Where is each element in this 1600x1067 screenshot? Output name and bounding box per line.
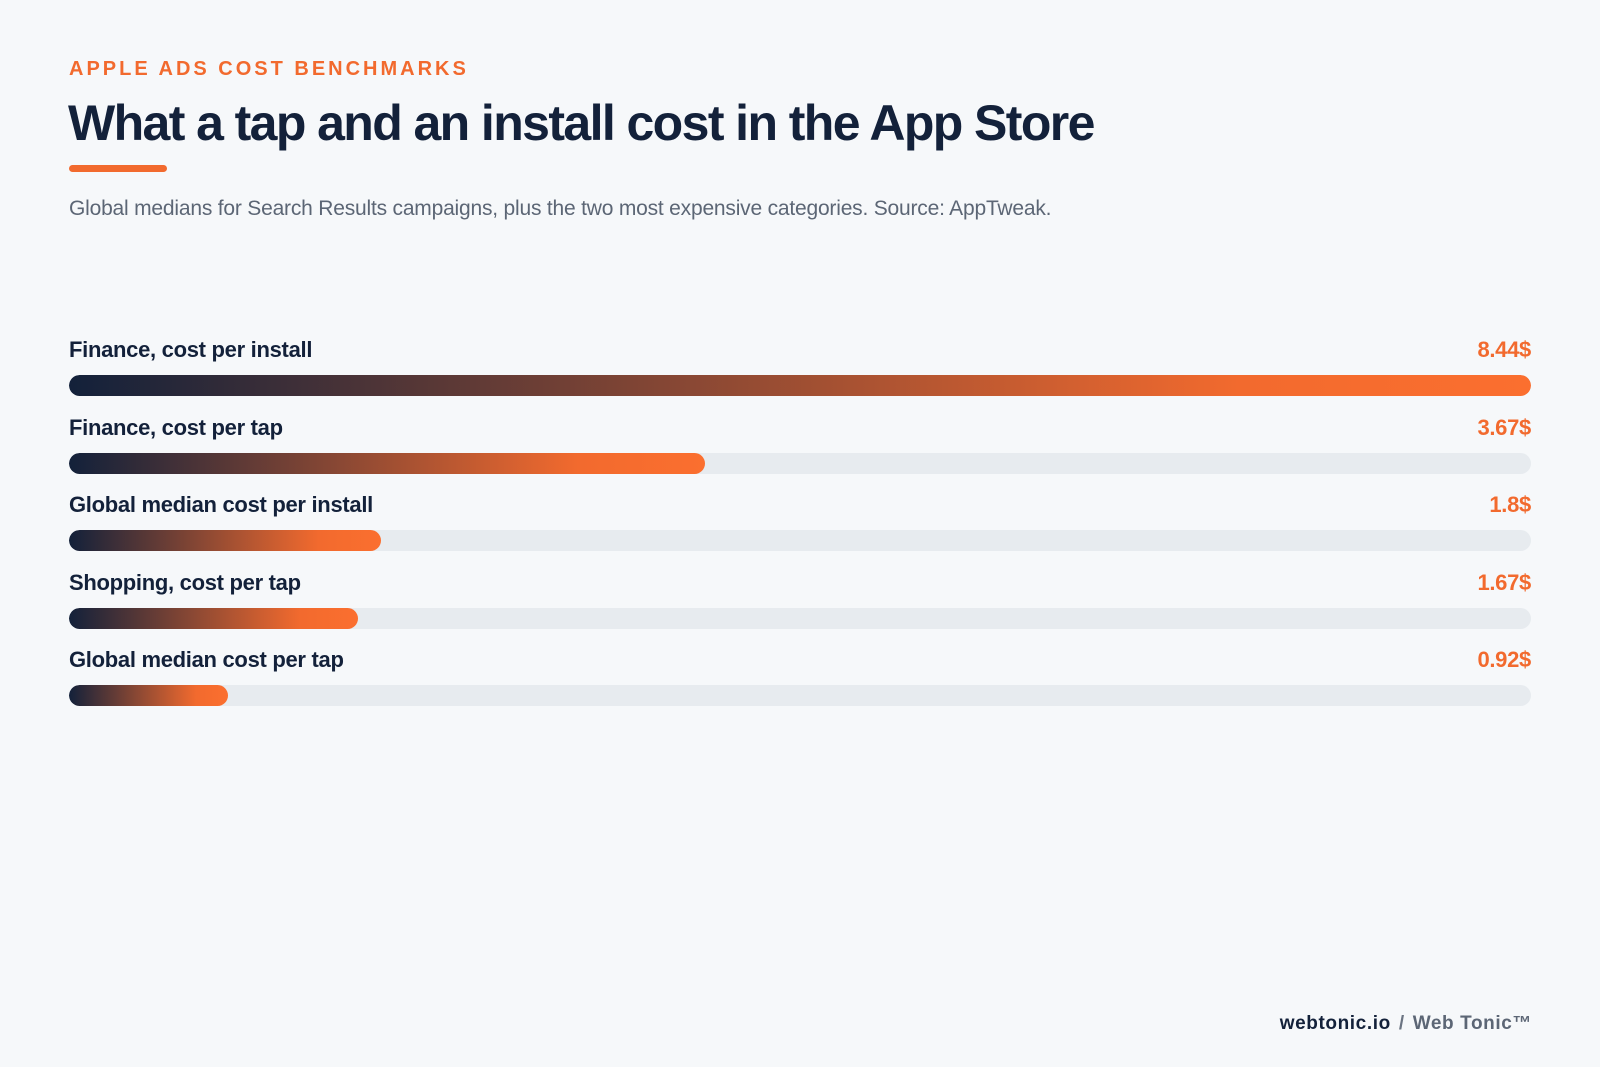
bar-label: Finance, cost per tap xyxy=(69,414,283,440)
bar-fill xyxy=(69,530,381,551)
bar-fill xyxy=(69,607,359,629)
bar-label: Shopping, cost per tap xyxy=(69,569,301,595)
bar-track xyxy=(69,530,1531,551)
bar-track xyxy=(69,375,1531,396)
bar-value-label: 1.8$ xyxy=(1489,492,1531,517)
bar-label: Global median cost per install xyxy=(69,492,373,517)
bar-value-label: 3.67$ xyxy=(1477,414,1531,440)
bar-fill xyxy=(69,452,705,474)
chart-title: What a tap and an install cost in the Ap… xyxy=(68,95,1095,151)
footer-brand: Web Tonic™ xyxy=(1412,1013,1532,1034)
eyebrow-label: APPLE ADS COST BENCHMARKS xyxy=(69,58,469,80)
bar-row: Global median cost per tap 0.92$ xyxy=(69,646,1531,724)
bar-value-label: 8.44$ xyxy=(1477,337,1531,362)
bar-row: Finance, cost per install 8.44$ xyxy=(69,336,1531,414)
bar-row: Shopping, cost per tap 1.67$ xyxy=(69,569,1531,647)
footer-separator: / xyxy=(1398,1013,1405,1034)
bar-track xyxy=(69,685,1531,706)
bar-track xyxy=(69,607,1531,629)
footer-site[interactable]: webtonic.io xyxy=(1279,1013,1391,1034)
bar-row: Finance, cost per tap 3.67$ xyxy=(69,414,1531,492)
bar-label: Finance, cost per install xyxy=(69,337,313,362)
bar-fill xyxy=(69,685,229,706)
bar-chart: Finance, cost per install 8.44$ Finance, c… xyxy=(69,336,1531,724)
bar-value-label: 0.92$ xyxy=(1477,647,1531,672)
chart-subtitle: Global medians for Search Results campai… xyxy=(69,197,1052,220)
bar-value-label: 1.67$ xyxy=(1477,569,1531,595)
title-accent-rule xyxy=(69,165,167,172)
footer-credit: webtonic.io / Web Tonic™ xyxy=(1280,1012,1532,1036)
bar-label: Global median cost per tap xyxy=(69,647,344,672)
bar-track xyxy=(69,452,1531,474)
bar-row: Global median cost per install 1.8$ xyxy=(69,491,1531,569)
bar-fill xyxy=(69,375,1531,396)
